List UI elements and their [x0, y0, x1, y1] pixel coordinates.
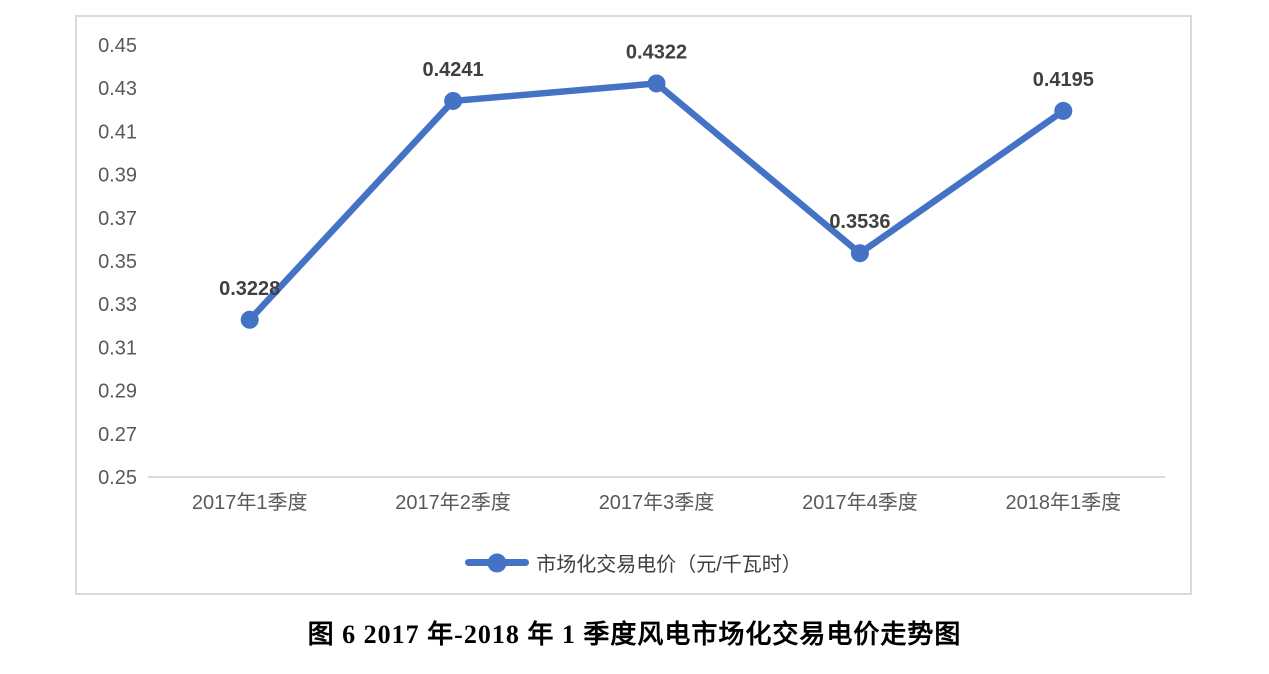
chart-panel: 0.45 0.43 0.41 0.39 0.37 0.35 0.33 0.31 0.29 0.27…	[75, 15, 1192, 595]
y-axis-tick-label: 0.27	[98, 424, 137, 446]
data-point-label: 0.4241	[423, 59, 484, 81]
y-axis-tick-label: 0.37	[98, 208, 137, 230]
x-axis-category-label: 2017年4季度	[802, 491, 918, 514]
figure-caption: 图 6 2017 年-2018 年 1 季度风电市场化交易电价走势图	[307, 620, 962, 649]
data-point-label: 0.4322	[626, 41, 687, 63]
data-point-marker	[240, 310, 259, 329]
x-axis-category-label: 2017年1季度	[192, 491, 308, 514]
y-axis-tick-label: 0.43	[98, 78, 137, 100]
data-point-label: 0.4195	[1033, 69, 1094, 91]
y-axis-tick-label: 0.33	[98, 294, 137, 316]
y-axis-tick-label: 0.29	[98, 381, 137, 403]
x-axis-category-label: 2018年1季度	[1005, 491, 1121, 514]
data-point-marker	[1054, 101, 1073, 120]
x-axis-category-label: 2017年2季度	[395, 491, 511, 514]
series-line	[246, 80, 1067, 324]
legend-marker-icon	[487, 553, 507, 572]
chart-legend: 市场化交易电价（元/千瓦时）	[77, 548, 1190, 577]
x-axis-category-label: 2017年3季度	[599, 491, 715, 514]
y-axis-tick-label: 0.41	[98, 121, 137, 143]
legend-line-icon	[465, 553, 530, 572]
data-point-label: 0.3228	[219, 278, 280, 300]
y-axis-tick-label: 0.45	[98, 35, 137, 57]
y-axis-tick-label: 0.35	[98, 251, 137, 273]
data-point-marker	[647, 74, 666, 93]
y-axis-tick-label: 0.25	[98, 467, 137, 489]
line-chart: 0.45 0.43 0.41 0.39 0.37 0.35 0.33 0.31 0.29 0.27…	[98, 35, 1165, 514]
y-axis-tick-label: 0.39	[98, 165, 137, 187]
data-point-label: 0.3536	[829, 211, 890, 233]
data-point-marker	[850, 244, 869, 263]
y-axis-tick-label: 0.31	[98, 337, 137, 359]
data-point-marker	[444, 91, 463, 110]
legend-label: 市场化交易电价（元/千瓦时）	[536, 554, 802, 576]
